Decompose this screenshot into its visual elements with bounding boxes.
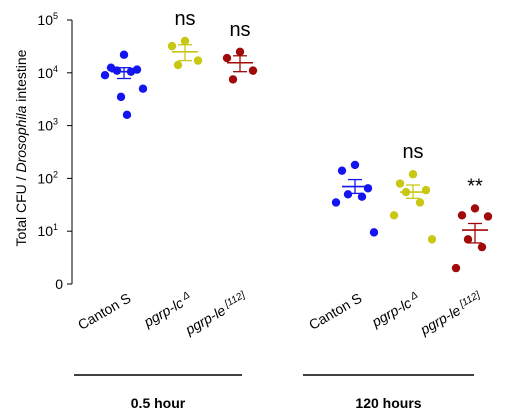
significance-label: ns [174,8,195,30]
data-point [457,211,467,220]
data-point [427,235,437,244]
y-axis-label-italic: Drosophila [13,105,29,172]
y-axis-tick-label: 102 [37,169,58,186]
data-point [483,212,493,221]
data-point [235,47,245,56]
group-label: 120 hours [355,395,421,411]
y-axis-label-prefix: Total CFU / [13,173,29,247]
data-point [451,263,461,273]
data-point [389,211,399,220]
group-label: 0.5 hour [131,395,186,411]
y-axis-tick-label: 103 [37,117,58,134]
category-label: Canton S [306,290,365,333]
data-point [395,179,405,188]
data-point [138,84,148,93]
y-axis-tick-label: 104 [37,64,58,81]
data-point [116,92,126,102]
significance-label: ** [467,175,483,197]
data-point [470,204,480,213]
y-axis-label: Total CFU / Drosophila intestine [13,49,29,246]
y-axis-tick-label: 0 [55,276,63,292]
data-point [350,160,360,170]
data-marks: ns ns ns ** [100,8,493,273]
category-label: pgrp-le[112] [182,290,250,339]
significance-label: ns [229,19,250,41]
data-point [119,50,129,59]
data-point [222,53,232,63]
category-label: pgrp-lcΔ [368,290,423,331]
category-label: pgrp-le[112] [417,290,485,339]
data-point [248,66,258,75]
group-annotations: 0.5 hour 120 hours [74,374,474,411]
data-point [363,184,373,193]
category-label: Canton S [75,290,134,333]
y-axis-label-group: Total CFU / Drosophila intestine [13,49,29,246]
data-point [228,75,238,84]
data-point [369,228,379,237]
data-point [357,192,367,201]
data-point [100,71,110,80]
data-point [408,170,418,179]
data-point [343,190,353,199]
data-point [415,198,425,207]
y-axis: 0 101 102 103 104 105 [37,11,73,292]
data-point [421,185,431,195]
data-point [477,242,487,252]
y-axis-label-suffix: intestine [13,49,29,105]
data-point [122,110,132,120]
data-point [193,56,203,65]
significance-label: ns [402,141,423,163]
data-point [112,66,122,75]
data-point [463,235,473,244]
data-point [173,60,183,70]
data-point [180,36,190,46]
data-point [337,166,347,175]
data-point [167,41,177,51]
y-axis-tick-label: 101 [37,222,58,239]
y-axis-tick-label: 105 [37,11,58,28]
data-point [331,198,341,207]
